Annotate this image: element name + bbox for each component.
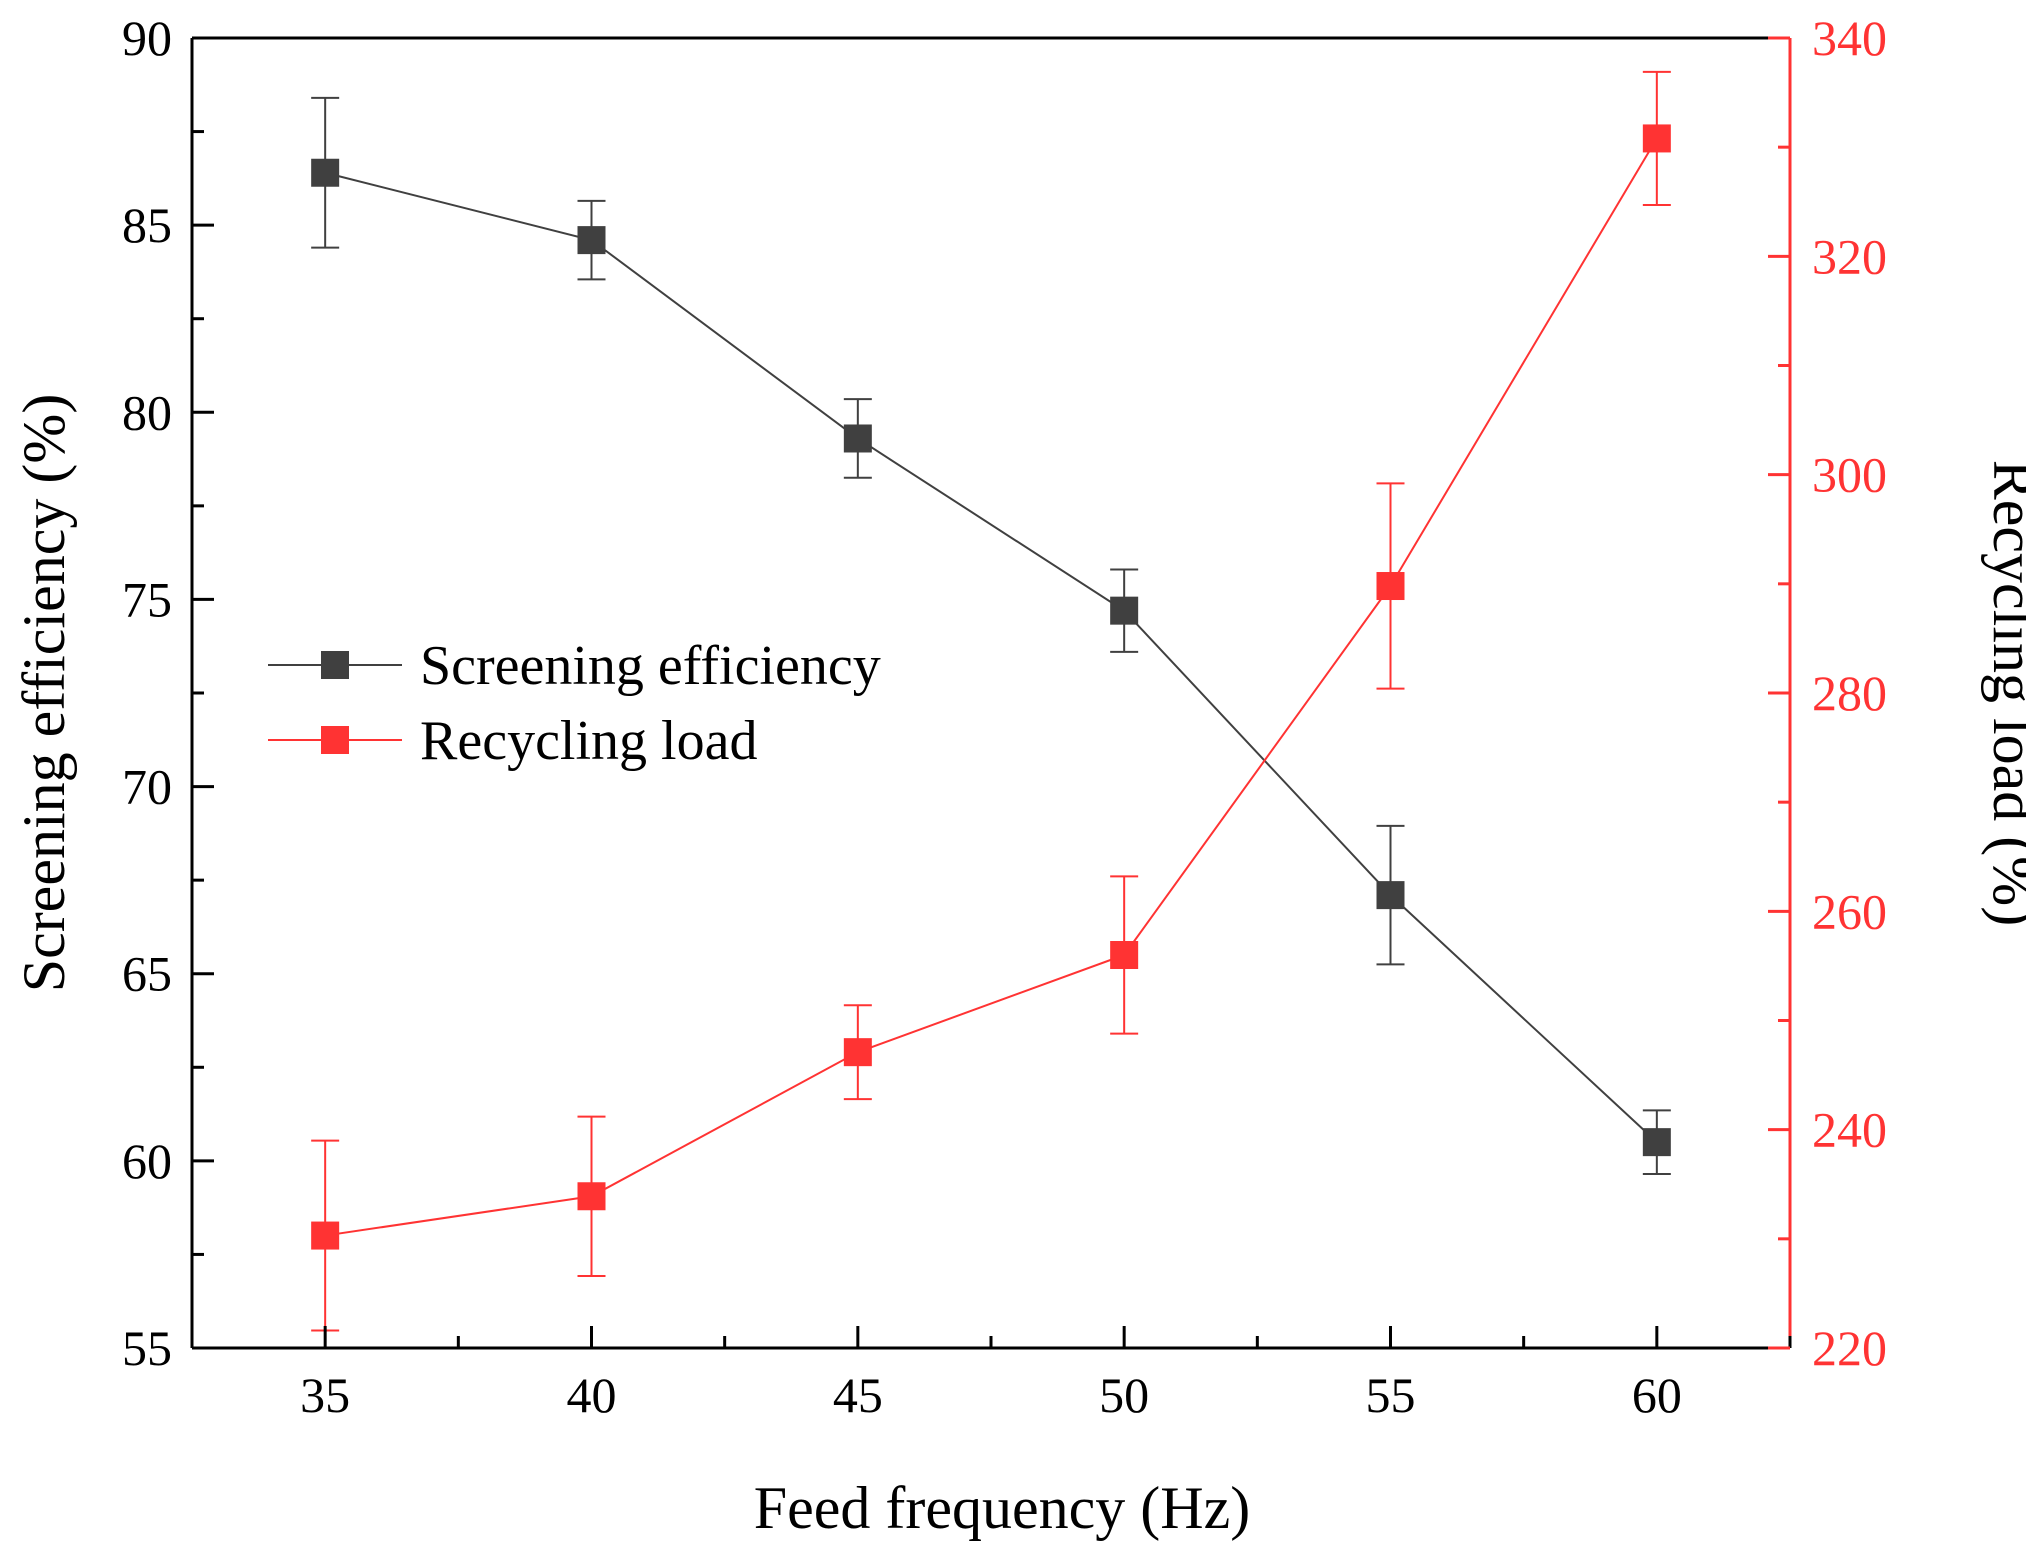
- x-tick-label: 60: [1632, 1367, 1682, 1423]
- right-y-tick-label: 340: [1812, 10, 1887, 66]
- x-tick-label: 40: [567, 1367, 617, 1423]
- data-point-screening: [1110, 596, 1139, 625]
- legend-marker-screening: [321, 651, 349, 679]
- right-y-tick-label: 260: [1812, 883, 1887, 939]
- data-point-screening: [1376, 881, 1405, 910]
- x-tick-label: 35: [300, 1367, 350, 1423]
- chart-marks: [311, 70, 1671, 1332]
- series-line-recycling: [325, 137, 1658, 1237]
- right-y-tick-label: 220: [1812, 1320, 1887, 1376]
- left-y-tick-label: 75: [122, 571, 172, 627]
- x-tick-label: 55: [1366, 1367, 1416, 1423]
- left-y-tick-label: 85: [122, 197, 172, 253]
- legend-label-recycling: Recycling load: [420, 710, 757, 772]
- right-y-tick-label: 280: [1812, 665, 1887, 721]
- data-point-recycling: [1110, 941, 1139, 969]
- left-y-axis-title: Screening efficiency (%): [11, 394, 77, 993]
- left-y-tick-label: 70: [122, 759, 172, 815]
- left-y-tick-label: 60: [122, 1133, 172, 1189]
- x-tick-label: 45: [833, 1367, 883, 1423]
- data-point-recycling: [577, 1182, 606, 1211]
- left-y-tick-label: 65: [122, 946, 172, 1002]
- data-point-recycling: [311, 1221, 340, 1250]
- x-axis-title: Feed frequency (Hz): [754, 1475, 1250, 1541]
- left-y-tick-label: 80: [122, 384, 172, 440]
- axes-ticks: 35 40 45 50 55 60 55 60 65 70 75 80 85 90 220 240 260 280…: [122, 10, 1887, 1423]
- data-point-recycling: [843, 1038, 872, 1067]
- right-y-tick-label: 240: [1812, 1102, 1887, 1158]
- series-line-screening: [324, 171, 1658, 1143]
- legend: Screening efficiency Recycling load: [268, 635, 881, 772]
- data-point-screening: [843, 424, 872, 453]
- data-point-recycling: [1642, 124, 1671, 153]
- x-tick-label: 50: [1099, 1367, 1149, 1423]
- left-y-tick-label: 55: [122, 1320, 172, 1376]
- data-point-recycling: [1376, 572, 1405, 601]
- left-y-tick-label: 90: [122, 10, 172, 66]
- data-point-screening: [311, 158, 340, 187]
- data-point-screening: [1642, 1128, 1671, 1157]
- right-y-axis-title: Recycling load (%): [1981, 460, 2026, 927]
- legend-label-screening: Screening efficiency: [420, 635, 881, 697]
- right-y-tick-label: 320: [1812, 228, 1887, 284]
- legend-marker-recycling: [321, 726, 349, 754]
- data-point-screening: [577, 226, 606, 255]
- right-y-tick-label: 300: [1812, 447, 1887, 503]
